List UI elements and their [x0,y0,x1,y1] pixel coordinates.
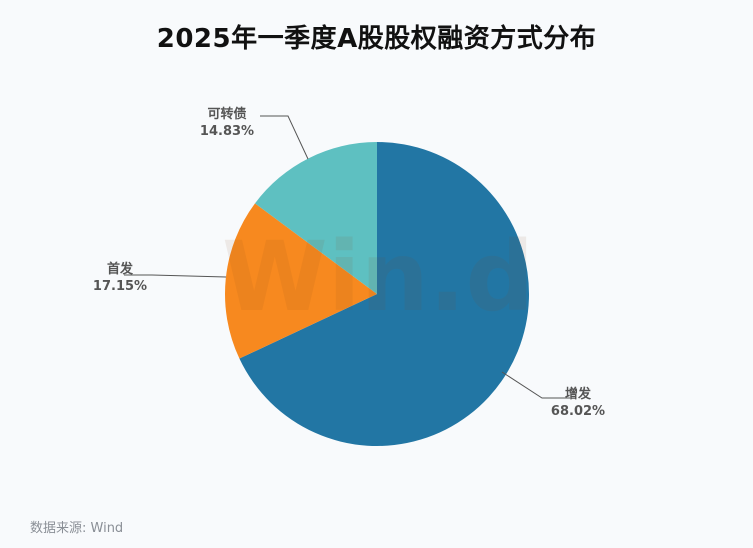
chart-title: 2025年一季度A股股权融资方式分布 [156,24,597,54]
leader-line-3 [260,115,309,160]
slice-label-name-2: 首发 [107,261,134,277]
pie-slices [225,142,530,447]
slice-label-name-3: 可转债 [207,106,246,122]
leader-line-1 [501,371,570,399]
slice-label-value-3: 14.83% [200,124,254,139]
pie-slice-2 [225,203,377,359]
pie-slice-3 [254,142,377,294]
pie-slice-1 [239,142,530,447]
slice-label-name-1: 增发 [565,386,592,402]
watermark-text: Win.d [222,221,534,333]
slice-label-value-2: 17.15% [93,279,147,294]
slice-label-value-1: 68.02% [551,404,605,419]
leader-line-2 [124,274,227,278]
source-note: 数据来源: Wind [30,521,124,536]
pie-labels: 增发 68.02% 首发 17.15% 可转债 14.83% [93,106,605,419]
